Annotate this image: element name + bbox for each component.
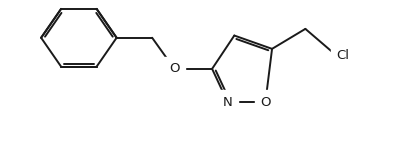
Text: Cl: Cl (336, 49, 348, 62)
Text: O: O (259, 96, 270, 109)
Text: O: O (169, 62, 179, 75)
Text: N: N (222, 96, 232, 109)
